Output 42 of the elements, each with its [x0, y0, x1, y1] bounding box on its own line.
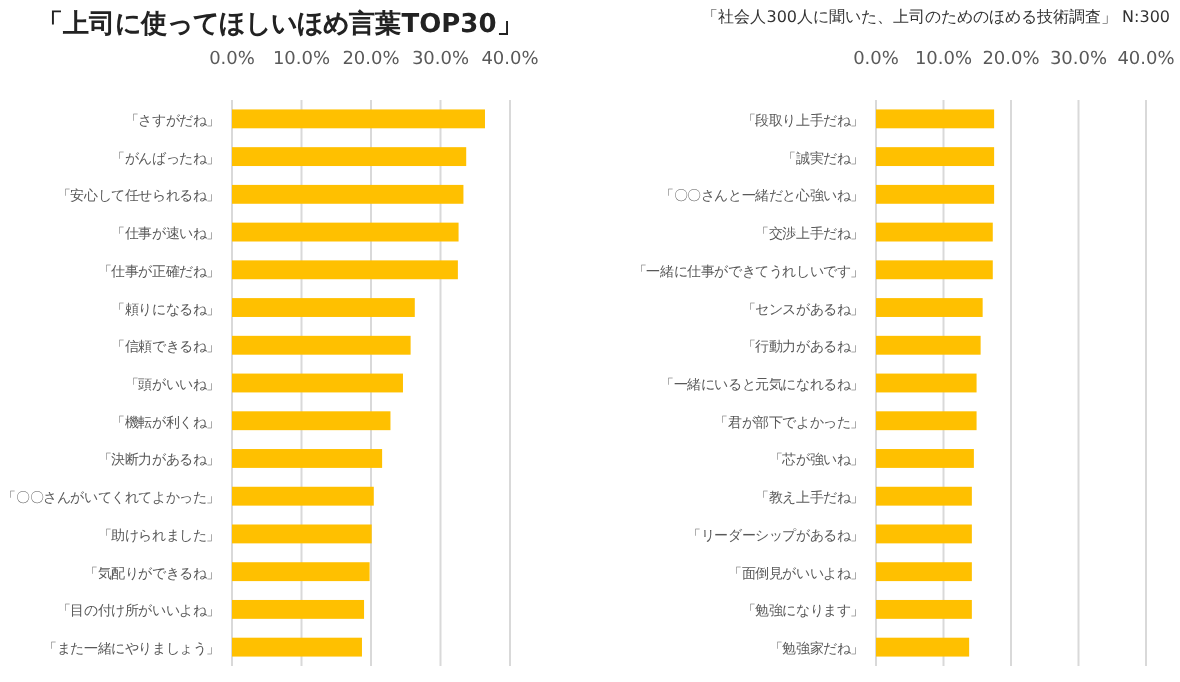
bar — [876, 599, 972, 619]
bar — [232, 147, 467, 167]
bar — [876, 335, 981, 355]
x-tick-label: 10.0% — [914, 50, 973, 70]
bar — [232, 373, 403, 393]
bar — [232, 298, 415, 317]
bar — [232, 486, 374, 506]
x-tick-label: 40.0% — [1117, 50, 1176, 70]
text: 「社会人300人に聞いた、上司のためのほめる技術調査」 N:300 — [702, 8, 1170, 26]
bar — [876, 109, 995, 129]
x-tick-label: 0.0% — [209, 50, 256, 70]
x-tick-label: 0.0% — [853, 50, 900, 70]
bar — [232, 562, 370, 582]
bar — [876, 411, 977, 431]
bar — [876, 449, 974, 468]
bar — [876, 524, 972, 544]
bar — [876, 562, 972, 582]
bar — [232, 524, 372, 544]
x-tick-label: 30.0% — [1049, 50, 1108, 70]
bar — [876, 222, 993, 242]
bar — [232, 109, 485, 129]
bar — [232, 260, 458, 280]
bar — [876, 147, 995, 167]
bar — [232, 411, 391, 431]
x-tick-label: 30.0% — [411, 50, 470, 70]
bar — [876, 260, 993, 280]
x-tick-label: 20.0% — [342, 50, 401, 70]
bar — [876, 298, 983, 317]
bar — [232, 599, 365, 619]
bar — [876, 486, 972, 506]
bar — [232, 222, 459, 242]
bar — [232, 449, 383, 468]
bar — [232, 637, 362, 657]
chart-title: 「上司に使ってほしいほめ言葉TOP30」 — [37, 8, 523, 40]
bar — [876, 184, 995, 204]
bar — [232, 335, 411, 355]
bar — [232, 184, 464, 204]
x-tick-label: 10.0% — [272, 50, 331, 70]
bar — [876, 373, 977, 393]
bar — [876, 637, 970, 657]
x-tick-label: 40.0% — [481, 50, 540, 70]
x-tick-label: 20.0% — [982, 50, 1041, 70]
